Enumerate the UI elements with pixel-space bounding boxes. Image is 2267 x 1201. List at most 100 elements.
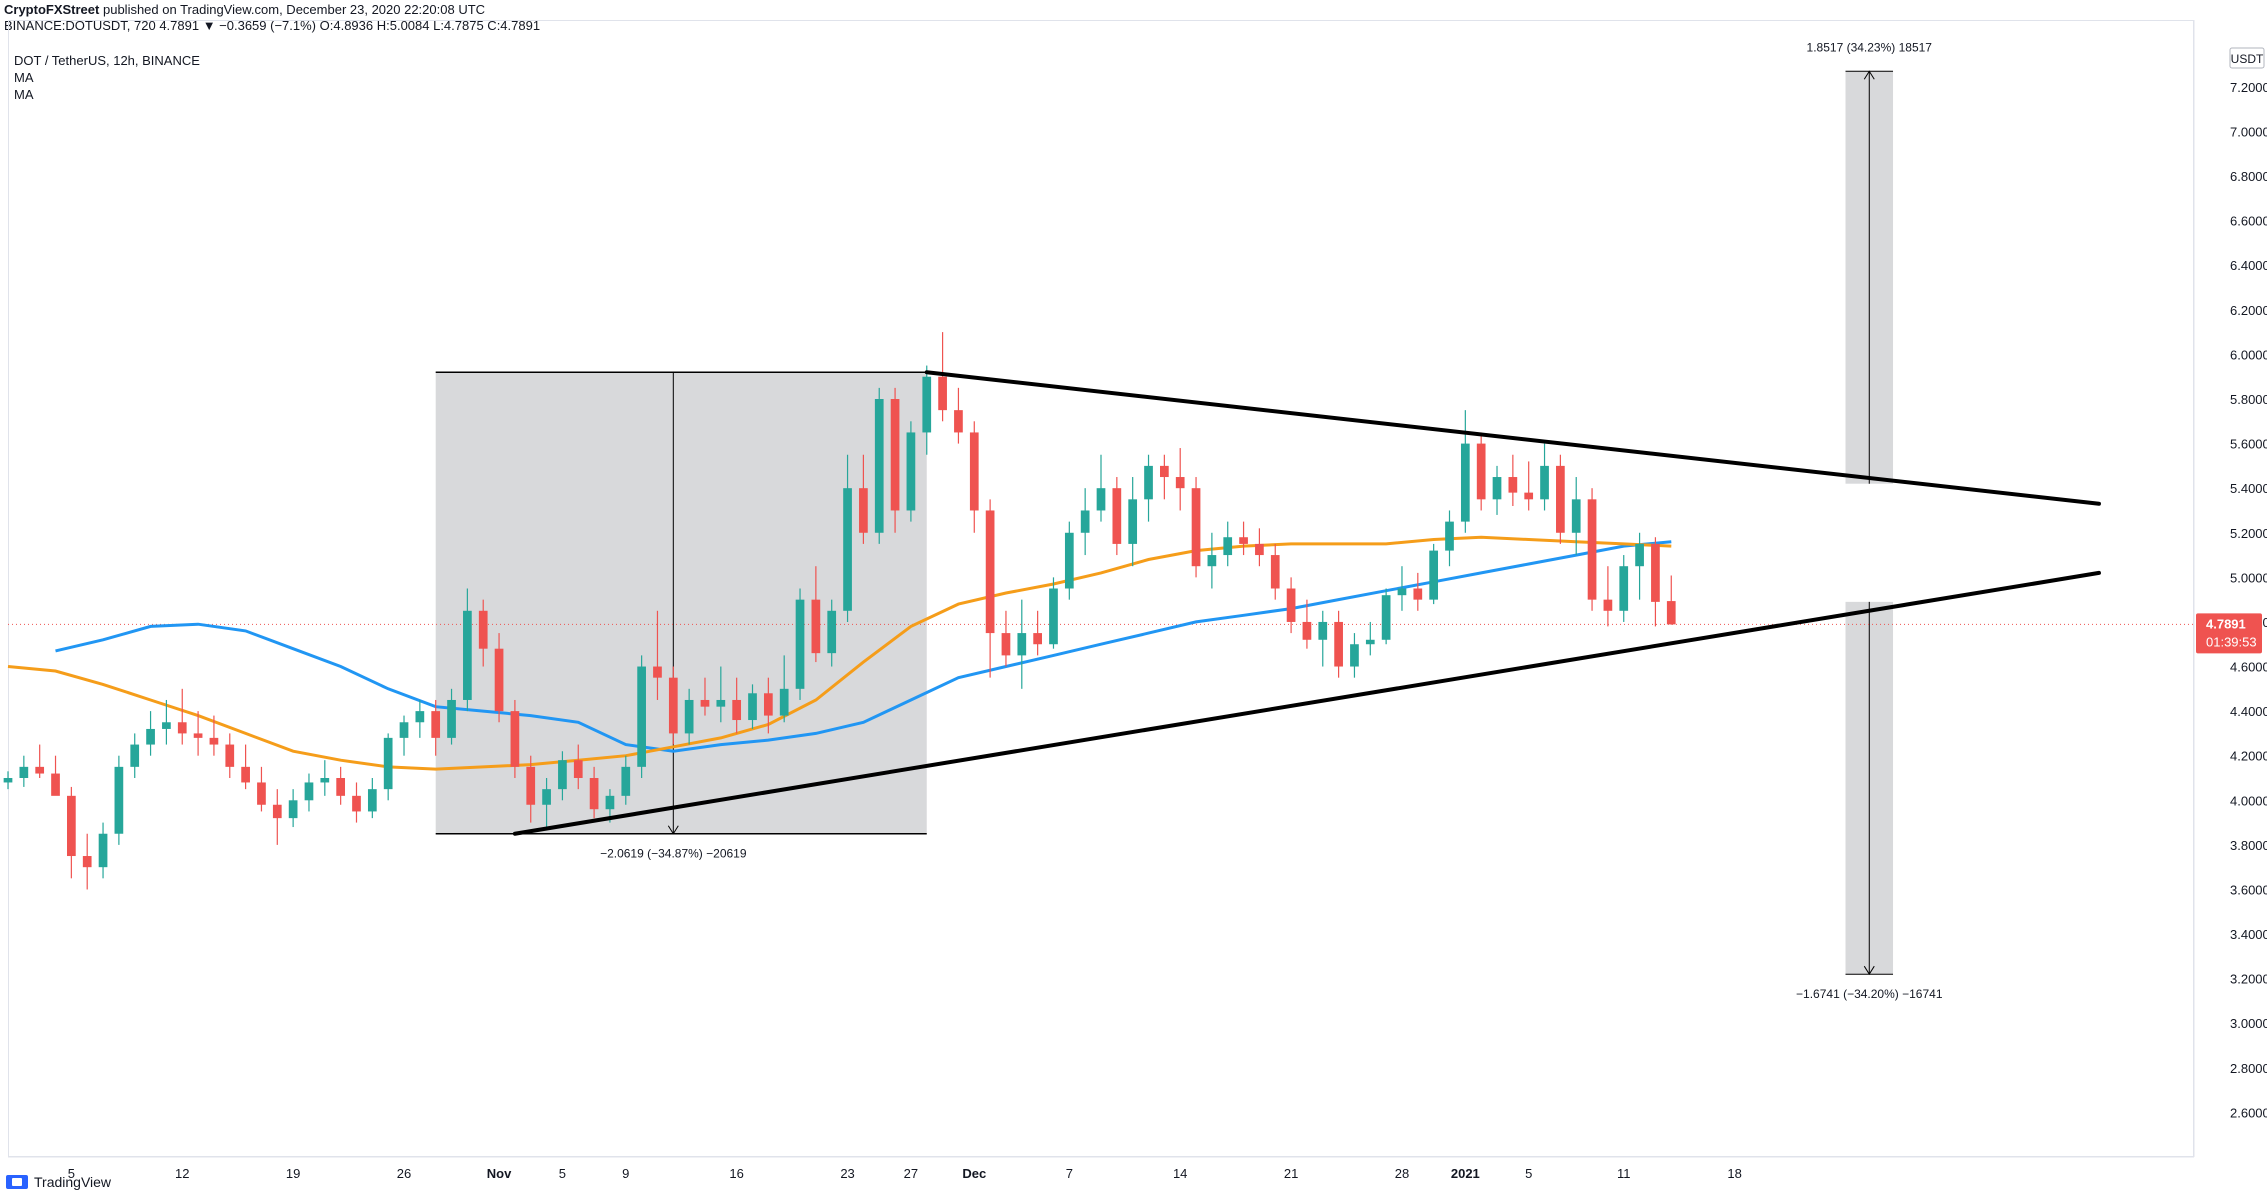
candle [1492, 465, 1502, 515]
candle [383, 733, 393, 801]
candle [193, 711, 203, 756]
candle [463, 588, 472, 712]
y-tick-label: 6.4000 [2230, 258, 2267, 273]
candle-body [1666, 601, 1676, 625]
candle [542, 778, 551, 828]
candle [763, 677, 773, 734]
candle [162, 699, 171, 745]
x-tick-label: 28 [1395, 1166, 1409, 1181]
candle-body [1033, 633, 1042, 645]
candle-body [1302, 621, 1312, 640]
y-tick-label: 2.8000 [2230, 1061, 2267, 1076]
candle-body [1635, 543, 1644, 567]
candle-body [637, 666, 646, 767]
candle-body [748, 693, 757, 721]
candle-body [1524, 492, 1534, 500]
candle-body [19, 766, 29, 778]
countdown-label: 01:39:53 [2206, 634, 2257, 649]
candle [969, 421, 979, 533]
legend-ma-2[interactable]: MA [14, 87, 34, 102]
candle-body [827, 610, 837, 654]
candle [1302, 599, 1312, 649]
y-tick-label: 6.8000 [2230, 169, 2267, 184]
candle-body [1587, 499, 1597, 600]
candle-body [1445, 521, 1454, 551]
candle-body [98, 833, 108, 868]
candle [1381, 588, 1391, 645]
candle-body [130, 744, 140, 767]
candle-body [653, 666, 662, 678]
candle [1413, 572, 1423, 611]
currency-badge[interactable]: USDT [2229, 47, 2265, 69]
candle [748, 684, 757, 729]
candle-body [162, 722, 171, 729]
candle-body [795, 599, 805, 689]
x-tick-label: 27 [904, 1166, 918, 1181]
y-tick-label: 3.2000 [2230, 972, 2267, 987]
y-tick-label: 6.2000 [2230, 303, 2267, 318]
base-range-arrowhead [667, 825, 679, 835]
legend-ma-1[interactable]: MA [14, 70, 34, 85]
candle [1429, 543, 1439, 605]
candle-body [573, 760, 583, 778]
currency-badge-box [2229, 47, 2265, 69]
candle [1128, 477, 1138, 567]
candle-body [1429, 550, 1439, 600]
x-tick-label: 26 [397, 1166, 411, 1181]
candle-body [542, 789, 551, 805]
candle-body [1128, 499, 1138, 544]
candle-body [1492, 477, 1502, 500]
candle-body [193, 733, 203, 738]
candle [320, 760, 330, 796]
candle-body [1350, 644, 1359, 667]
candle [415, 699, 425, 738]
target-down-label: −1.6741 (−34.20%) −16741 [1796, 987, 1943, 1001]
candle [1476, 432, 1486, 511]
legend-symbol[interactable]: DOT / TetherUS, 12h, BINANCE [14, 53, 200, 68]
candle-body [510, 711, 520, 767]
candle-body [82, 856, 92, 868]
candle-body [1365, 639, 1375, 645]
candle [1318, 610, 1328, 667]
candle [1223, 521, 1233, 567]
candle [938, 332, 947, 422]
quote-line: BINANCE:DOTUSDT, 720 4.7891 ▼ −0.3659 (−… [4, 18, 541, 33]
candle [1001, 610, 1011, 667]
candle-body [399, 722, 409, 738]
x-tick-label: 21 [1284, 1166, 1298, 1181]
ma-line-2[interactable] [7, 535, 1672, 771]
candle [621, 755, 631, 805]
candle-body [1460, 443, 1470, 522]
candle-body [478, 610, 488, 649]
candle [1255, 528, 1264, 567]
candle [225, 733, 235, 778]
tradingview-brand[interactable]: TradingView [6, 1174, 111, 1190]
x-tick-label: 5 [1525, 1166, 1532, 1181]
candle [478, 599, 488, 667]
y-tick-label: 3.0000 [2230, 1016, 2267, 1031]
candle-body [241, 766, 250, 783]
candle-body [1064, 532, 1074, 589]
candle-body [1175, 477, 1185, 489]
candle [399, 715, 409, 756]
candle [82, 833, 92, 890]
candle-body [716, 699, 726, 707]
publisher-name[interactable]: CryptoFXStreet [4, 2, 100, 17]
candle-body [1334, 621, 1343, 667]
candle [1666, 575, 1676, 625]
base-range-label: −2.0619 (−34.87%) −20619 [600, 847, 747, 861]
candle [1112, 477, 1122, 556]
candle-body [811, 599, 821, 654]
brand-label: TradingView [34, 1174, 112, 1190]
candle-body [35, 766, 45, 774]
upper-trendline[interactable] [924, 370, 2101, 506]
candle [1270, 543, 1280, 600]
candle [1587, 488, 1597, 611]
lower-trendline[interactable] [512, 570, 2101, 836]
candle-body [700, 699, 710, 707]
candle-body [1270, 555, 1280, 589]
candle-body [1191, 488, 1201, 567]
candle [35, 744, 45, 778]
x-tick-label: 16 [729, 1166, 743, 1181]
